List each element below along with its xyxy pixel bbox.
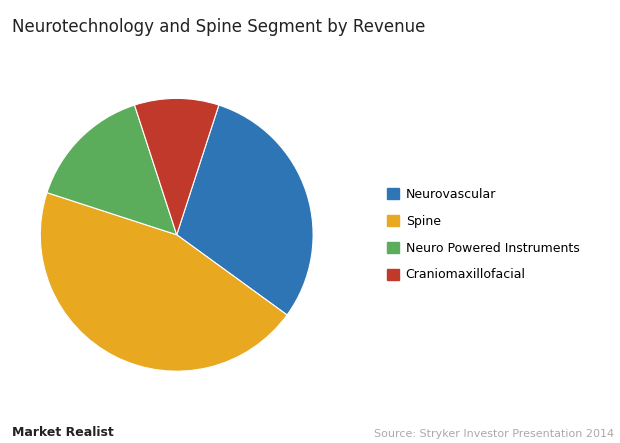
Wedge shape <box>177 105 313 315</box>
Text: Market Realist: Market Realist <box>12 426 114 439</box>
Text: Source: Stryker Investor Presentation 2014: Source: Stryker Investor Presentation 20… <box>374 428 614 439</box>
Wedge shape <box>47 105 177 235</box>
Wedge shape <box>135 98 219 235</box>
Wedge shape <box>40 193 287 371</box>
Text: Neurotechnology and Spine Segment by Revenue: Neurotechnology and Spine Segment by Rev… <box>12 18 426 36</box>
Legend: Neurovascular, Spine, Neuro Powered Instruments, Craniomaxillofacial: Neurovascular, Spine, Neuro Powered Inst… <box>381 182 586 288</box>
